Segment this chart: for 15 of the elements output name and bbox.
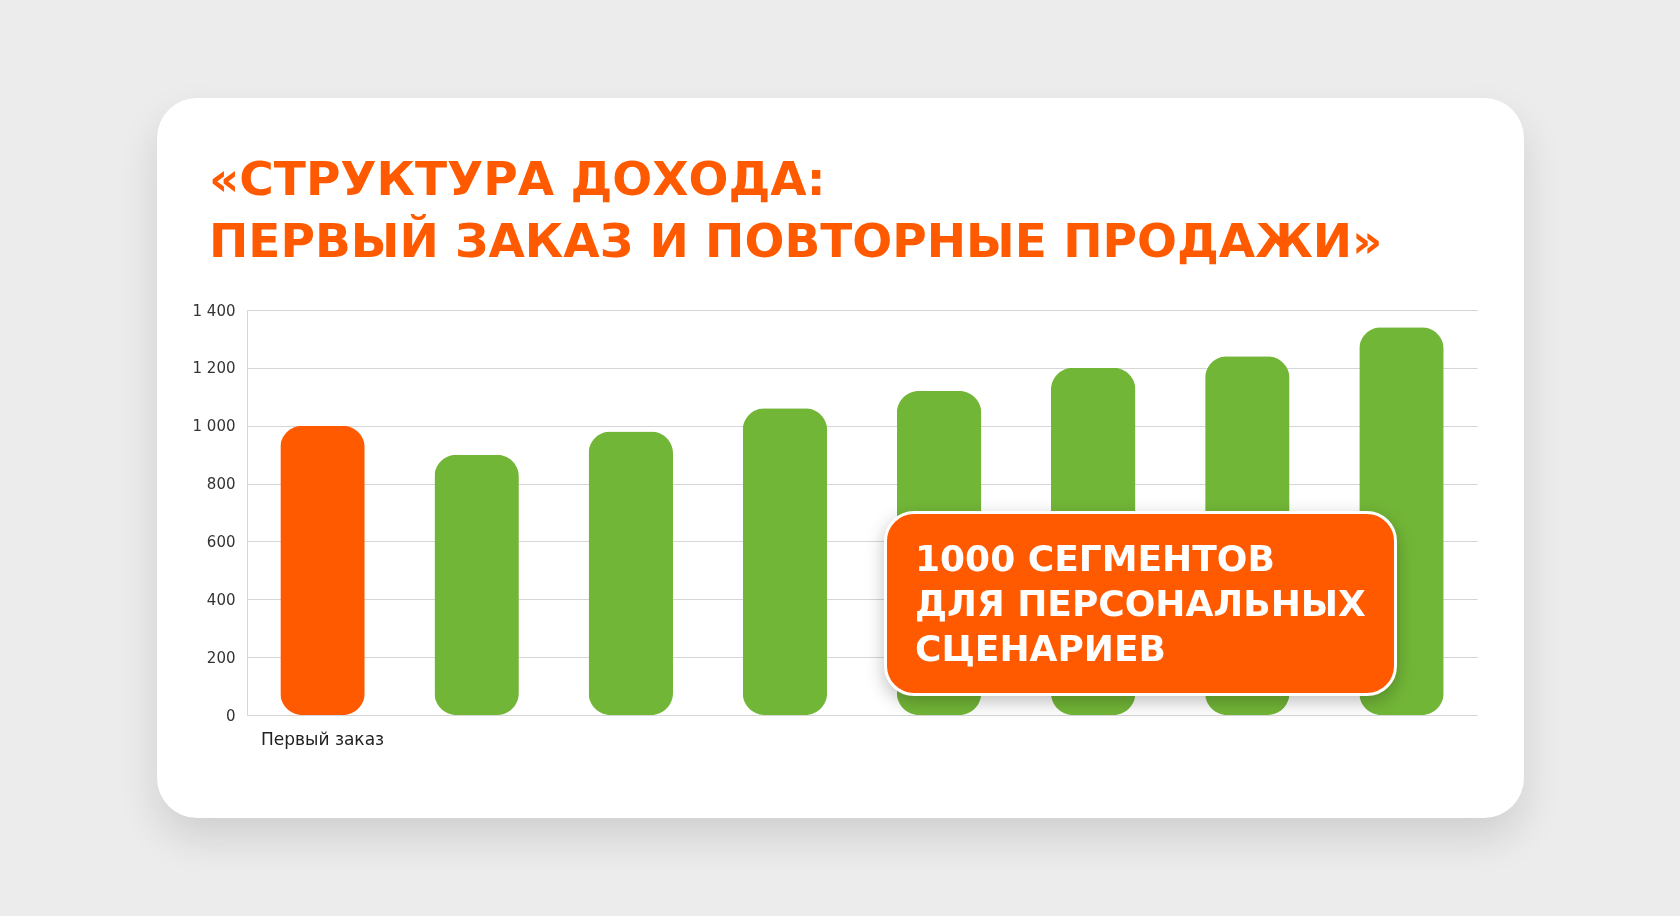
y-tick-label: 800 <box>206 475 236 494</box>
y-tick-label: 1 400 <box>192 301 236 320</box>
annotation: 1000 СЕГМЕНТОВ ДЛЯ ПЕРСОНАЛЬНЫХ СЦЕНАРИЕВ <box>884 511 1397 696</box>
y-tick-label: 600 <box>206 532 236 551</box>
y-tick-label: 1 200 <box>192 359 236 378</box>
bar <box>434 454 519 715</box>
chart-title: «СТРУКТУРА ДОХОДА: ПЕРВЫЙ ЗАКАЗ И ПОВТОРНЫЕ ПРОДАЖИ» <box>209 150 1383 270</box>
y-tick-label: 200 <box>206 648 236 667</box>
y-tick-label: 1 000 <box>192 417 236 436</box>
x-tick-label: Первый заказ <box>260 728 385 749</box>
bar <box>280 425 365 715</box>
bar <box>742 408 828 715</box>
bar <box>588 431 673 715</box>
y-tick-label: 0 <box>225 706 236 725</box>
y-tick-label: 400 <box>206 590 236 609</box>
